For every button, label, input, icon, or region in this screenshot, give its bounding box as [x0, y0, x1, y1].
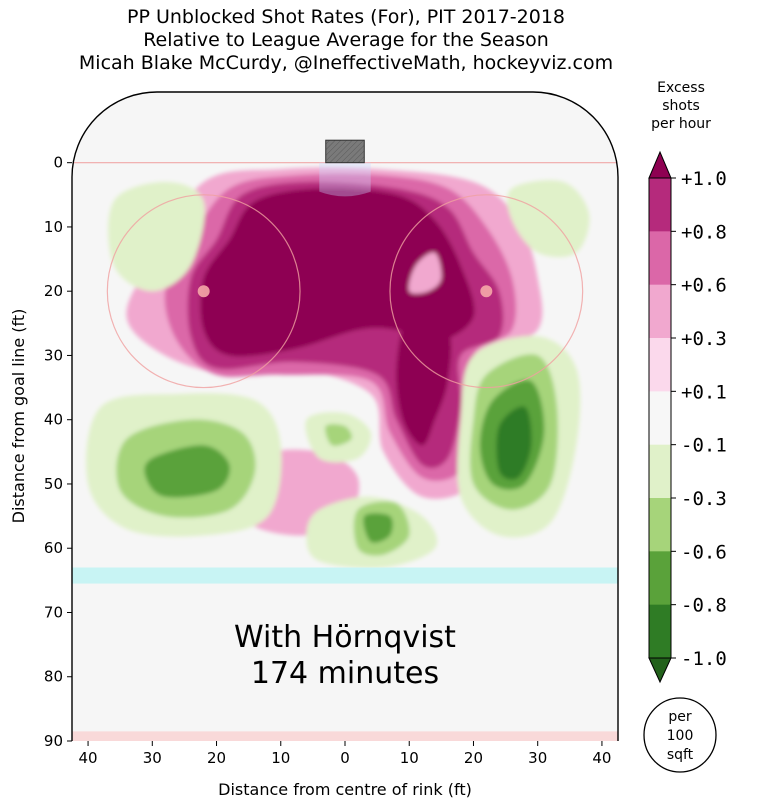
goal-net [325, 139, 365, 164]
x-tick-label: 20 [464, 749, 483, 767]
y-tick-label: 80 [44, 668, 63, 686]
colorbar-band [649, 231, 671, 286]
title-line-3: Micah Blake McCurdy, @IneffectiveMath, h… [79, 52, 613, 74]
rink [71, 91, 619, 741]
x-tick-label: 30 [528, 749, 547, 767]
heatmap-region [108, 182, 205, 292]
colorbar: Excess shots per hour +1.0 +0.8 +0.6 +0.3 +0… [648, 80, 727, 684]
colorbar-tick-label: +0.8 [681, 221, 727, 243]
y-tick-label: 20 [44, 282, 63, 300]
colorbar-tick-label: -0.3 [681, 488, 727, 510]
rink-markings [72, 162, 618, 741]
colorbar-tick-label: -1.0 [681, 648, 727, 670]
unit-badge-line-1: per [668, 709, 692, 725]
colorbar-title-2: shots [662, 98, 700, 114]
unit-badge-line-2: 100 [667, 728, 694, 744]
y-tick-label: 30 [44, 346, 63, 364]
colorbar-band [649, 338, 671, 392]
x-tick-label: 40 [592, 749, 611, 767]
colorbar-band [649, 178, 671, 232]
chart-title: PP Unblocked Shot Rates (For), PIT 2017-… [79, 6, 613, 74]
x-axis-label: Distance from centre of rink (ft) [218, 780, 472, 799]
faceoff-circle [106, 194, 301, 389]
x-tick-label: 40 [79, 749, 98, 767]
goal-crease [319, 162, 371, 197]
heatmap-region [396, 314, 452, 446]
annotation-line-1: With Hörnqvist [234, 620, 456, 655]
rink-boards [71, 91, 619, 741]
colorbar-band [649, 604, 671, 659]
colorbar-band [649, 551, 671, 606]
y-tick-label: 40 [44, 411, 63, 429]
faceoff-dot [480, 285, 493, 298]
x-tick-label: 0 [340, 749, 350, 767]
annotation-line-2: 174 minutes [251, 656, 439, 691]
colorbar-band [649, 391, 671, 446]
faceoff-dot [197, 285, 210, 298]
colorbar-tick-label: +0.1 [681, 381, 727, 403]
heatmap-region [200, 188, 475, 357]
player-annotation: With Hörnqvist 174 minutes [234, 620, 456, 691]
unit-badge: per 100 sqft [643, 697, 717, 773]
heatmap-contours [86, 167, 590, 569]
colorbar-tick-label: -0.8 [681, 595, 727, 617]
y-axis-label: Distance from goal line (ft) [9, 309, 28, 524]
heatmap-region [144, 445, 230, 498]
x-tick-label: 20 [207, 749, 226, 767]
heatmap-region [496, 406, 532, 480]
x-axis: 40 30 20 10 0 10 20 30 40 [79, 741, 611, 767]
colorbar-frame [648, 177, 672, 659]
colorbar-extend-bottom [648, 657, 672, 684]
colorbar-band [649, 284, 671, 339]
colorbar-title-3: per hour [651, 116, 711, 132]
colorbar-tick-label: +0.3 [681, 328, 727, 350]
colorbar-band [649, 444, 671, 499]
faceoff-circle [389, 194, 584, 389]
x-tick-label: 10 [271, 749, 290, 767]
blue-line [72, 567, 618, 584]
heatmap-region [363, 513, 393, 543]
y-tick-label: 10 [44, 218, 63, 236]
colorbar-tick-label: +1.0 [681, 168, 727, 190]
y-tick-label: 90 [44, 732, 63, 750]
y-tick-label: 70 [44, 603, 63, 621]
colorbar-extend-top [648, 150, 672, 179]
x-tick-label: 10 [400, 749, 419, 767]
colorbar-tick-label: -0.1 [681, 435, 727, 457]
title-line-1: PP Unblocked Shot Rates (For), PIT 2017-… [127, 6, 565, 28]
x-tick-label: 30 [143, 749, 162, 767]
y-tick-label: 60 [44, 539, 63, 557]
colorbar-band [649, 498, 671, 552]
y-axis: 0 10 20 30 40 50 60 70 80 90 [44, 154, 72, 750]
y-tick-label: 50 [44, 475, 63, 493]
y-tick-label: 0 [53, 154, 63, 172]
heatmap-region [507, 180, 590, 258]
title-line-2: Relative to League Average for the Seaso… [143, 29, 549, 51]
colorbar-tick-label: +0.6 [681, 275, 727, 297]
heatmap-region [408, 252, 442, 294]
centre-line [72, 731, 618, 741]
heatmap-region [325, 424, 352, 446]
unit-badge-line-3: sqft [667, 747, 694, 763]
colorbar-title-1: Excess [657, 80, 705, 96]
colorbar-tick-label: -0.6 [681, 541, 727, 563]
